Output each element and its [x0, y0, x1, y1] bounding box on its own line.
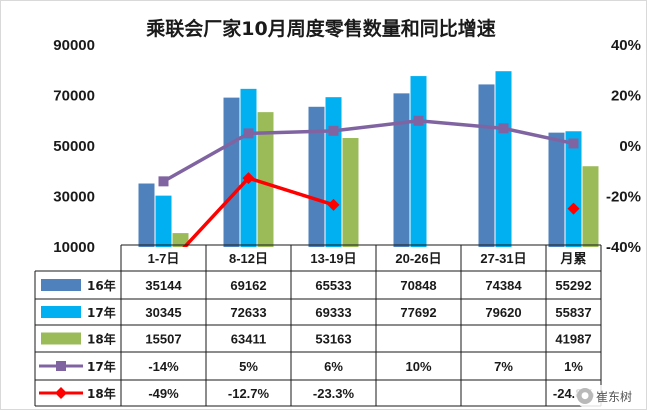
bar-17-4 — [495, 71, 512, 247]
data-label: 79620 — [485, 305, 521, 320]
y-left-tick-label: 10000 — [53, 239, 95, 256]
data-label: 74384 — [485, 278, 522, 293]
bar-17-1 — [240, 88, 257, 247]
line-marker-1 — [567, 202, 580, 215]
y-left-tick-label: 90000 — [53, 37, 95, 54]
data-label: 1% — [564, 359, 583, 374]
legend-series-name: 18年 — [87, 332, 116, 347]
data-label: -14% — [148, 359, 179, 374]
y-left-tick-label: 50000 — [53, 138, 95, 155]
data-label: 63411 — [231, 332, 266, 347]
x-category-label: 1-7日 — [148, 251, 180, 266]
x-category-label: 8-12日 — [229, 251, 268, 266]
watermark: ● 崔东树 — [574, 385, 640, 407]
data-label: -12.7% — [228, 386, 270, 401]
line-marker-1 — [242, 172, 255, 185]
data-label: -49% — [148, 386, 179, 401]
bar-18-2 — [342, 138, 359, 247]
y-right-tick-label: 0% — [619, 138, 641, 155]
wechat-icon: ● — [577, 388, 593, 404]
line-marker-0 — [243, 128, 254, 139]
data-label: 15507 — [145, 332, 181, 347]
chart-title: 乘联会厂家10月周度零售数量和同比增速 — [145, 17, 495, 40]
line-marker-0 — [498, 123, 509, 134]
line-marker-0 — [413, 115, 424, 126]
bar-16-3 — [393, 93, 410, 247]
data-label: 70848 — [400, 278, 436, 293]
data-label: 72633 — [230, 305, 266, 320]
data-label: 69162 — [230, 278, 266, 293]
data-label: 35144 — [145, 278, 182, 293]
legend-series-name: 16年 — [87, 278, 116, 293]
data-label: 53163 — [315, 332, 351, 347]
legend-key-bar — [41, 279, 81, 291]
line-marker-0 — [158, 176, 169, 187]
data-label: 6% — [324, 359, 343, 374]
x-category-label: 27-31日 — [480, 251, 526, 266]
data-label: -23.3% — [313, 386, 355, 401]
data-label: 77692 — [400, 305, 436, 320]
bar-16-5 — [548, 132, 565, 247]
x-category-label: 13-19日 — [310, 251, 356, 266]
y-right-tick-label: -20% — [606, 189, 641, 206]
legend-series-name: 17年 — [87, 359, 116, 374]
data-label: 5% — [239, 359, 258, 374]
data-label: 69333 — [315, 305, 351, 320]
data-label: 10% — [405, 359, 431, 374]
data-label: 55837 — [555, 305, 591, 320]
y-left-tick-label: 30000 — [53, 189, 95, 206]
legend-key-bar — [41, 332, 81, 345]
legend-key-marker — [55, 387, 67, 399]
bar-16-0 — [138, 183, 155, 247]
y-right-tick-label: -40% — [606, 239, 641, 256]
watermark-text: 崔东树 — [596, 389, 633, 404]
line-marker-0 — [328, 125, 339, 136]
data-label: 30345 — [145, 305, 181, 320]
line-marker-0 — [568, 138, 579, 149]
line-marker-1 — [327, 198, 340, 211]
line-series-0 — [162, 118, 574, 183]
bar-16-1 — [223, 97, 240, 247]
bar-16-2 — [308, 106, 325, 247]
bar-17-2 — [325, 97, 342, 247]
bar-17-5 — [565, 131, 582, 247]
legend-series-name: 17年 — [87, 305, 116, 320]
legend-key-bar — [41, 306, 81, 318]
legend-key-marker — [56, 361, 66, 371]
data-label: 41987 — [555, 332, 591, 347]
bar-18-1 — [257, 112, 274, 247]
y-right-tick-label: 20% — [611, 88, 641, 105]
x-category-label: 月累 — [559, 251, 586, 266]
data-label: 55292 — [555, 278, 591, 293]
data-label: 65533 — [315, 278, 351, 293]
y-right-tick-label: 40% — [611, 37, 641, 54]
bar-18-5 — [582, 166, 599, 247]
bar-17-3 — [410, 76, 427, 247]
bar-17-0 — [155, 195, 172, 247]
x-category-label: 20-26日 — [395, 251, 441, 266]
bar-16-4 — [478, 84, 495, 247]
data-label: 7% — [494, 359, 513, 374]
bar-18-0 — [172, 233, 189, 247]
y-left-tick-label: 70000 — [53, 88, 95, 105]
legend-series-name: 18年 — [87, 386, 116, 401]
